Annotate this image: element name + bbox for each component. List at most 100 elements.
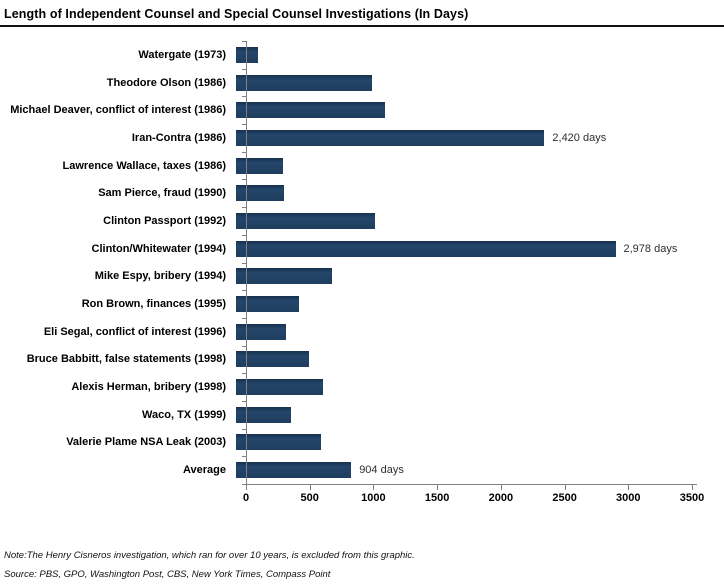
x-tick (628, 485, 630, 490)
category-label: Bruce Babbitt, false statements (1998) (26, 353, 226, 366)
x-tick (309, 485, 311, 490)
category-label: Valerie Plame NSA Leak (2003) (66, 436, 226, 449)
x-tick-label: 0 (242, 492, 250, 504)
category-label: Eli Segal, conflict of interest (1996) (43, 325, 226, 338)
x-tick-label: 2000 (488, 492, 514, 504)
chart-row: Clinton/Whitewater (1994) 2,978 days (0, 235, 724, 263)
y-tick (242, 41, 246, 42)
bar-area (236, 69, 724, 97)
chart-title: Length of Independent Counsel and Specia… (0, 0, 724, 27)
bar (236, 157, 284, 174)
bar-area (236, 290, 724, 318)
category-label: Average (182, 464, 226, 477)
category-label: Sam Pierce, fraud (1990) (98, 187, 226, 200)
chart-row: Bruce Babbitt, false statements (1998) (0, 346, 724, 374)
bar (236, 74, 372, 91)
x-tick-label: 1000 (361, 492, 386, 504)
chart-row: Waco, TX (1999) (0, 401, 724, 429)
chart-rows: Watergate (1973) Theodore Olson (1986) Mic… (0, 41, 724, 484)
bar (236, 323, 287, 340)
x-axis-line (246, 484, 697, 485)
bar (236, 462, 352, 479)
chart-row: Michael Deaver, conflict of interest (19… (0, 96, 724, 124)
chart-row: Alexis Herman, bribery (1998) (0, 373, 724, 401)
y-tick (242, 262, 246, 264)
category-label: Michael Deaver, conflict of interest (19… (10, 104, 226, 117)
y-tick (242, 234, 246, 236)
bar (236, 434, 322, 451)
bar (236, 406, 291, 423)
y-tick (242, 68, 246, 70)
y-tick (242, 456, 246, 458)
bar-area (236, 152, 724, 180)
x-tick (564, 485, 566, 490)
y-tick (242, 124, 246, 126)
category-label: Clinton Passport (1992) (103, 214, 226, 227)
chart-row: Watergate (1973) (0, 41, 724, 69)
chart-row: Lawrence Wallace, taxes (1986) (0, 152, 724, 180)
chart-row: Eli Segal, conflict of interest (1996) (0, 318, 724, 346)
bar (236, 185, 284, 202)
y-tick (242, 290, 246, 292)
bar-area (236, 179, 724, 207)
chart-row: Iran-Contra (1986) 2,420 days (0, 124, 724, 152)
chart-row: Sam Pierce, fraud (1990) (0, 179, 724, 207)
category-label: Ron Brown, finances (1995) (81, 298, 226, 311)
x-tick-label: 500 (300, 492, 319, 504)
chart-row: Valerie Plame NSA Leak (2003) (0, 429, 724, 457)
x-tick (437, 485, 439, 490)
bar (236, 268, 333, 285)
y-tick (242, 151, 246, 153)
bar (236, 296, 300, 313)
bar-chart: Watergate (1973) Theodore Olson (1986) Mic… (0, 41, 724, 519)
y-tick (242, 317, 246, 319)
y-tick (242, 484, 246, 485)
bar-area (236, 346, 724, 374)
note-text: Note:The Henry Cisneros investigation, w… (4, 550, 415, 561)
x-tick-label: 1500 (424, 492, 450, 504)
chart-row: Mike Espy, bribery (1994) (0, 263, 724, 291)
category-label: Lawrence Wallace, taxes (1986) (62, 159, 226, 172)
source-text: Source: PBS, GPO, Washington Post, CBS, … (4, 569, 331, 580)
category-label: Watergate (1973) (138, 48, 226, 61)
chart-row: Average 904 days (0, 456, 724, 484)
bar-area (236, 207, 724, 235)
bar-value-label: 904 days (359, 464, 404, 477)
x-tick (373, 485, 375, 490)
x-tick (500, 485, 502, 490)
bar-area (236, 373, 724, 401)
bar-area (236, 401, 724, 429)
category-label: Theodore Olson (1986) (106, 76, 226, 89)
y-tick (242, 96, 246, 98)
chart-row: Ron Brown, finances (1995) (0, 290, 724, 318)
category-label: Mike Espy, bribery (1994) (94, 270, 226, 283)
bar (236, 212, 375, 229)
bar-area (236, 96, 724, 124)
x-tick-label: 3000 (616, 492, 641, 504)
category-label: Iran-Contra (1986) (131, 131, 226, 144)
bar-area (236, 318, 724, 346)
y-tick (242, 373, 246, 375)
x-tick-label: 3500 (679, 492, 705, 504)
y-tick (242, 179, 246, 181)
bar (236, 129, 545, 146)
bar (236, 379, 324, 396)
chart-row: Clinton Passport (1992) (0, 207, 724, 235)
bar-value-label: 2,978 days (623, 242, 678, 255)
y-axis-line (246, 41, 247, 485)
x-tick (246, 485, 247, 490)
bar-area (236, 429, 724, 457)
y-tick (242, 428, 246, 430)
category-label: Alexis Herman, bribery (1998) (71, 381, 226, 394)
bar-area (236, 263, 724, 291)
chart-row: Theodore Olson (1986) (0, 69, 724, 97)
x-tick (692, 485, 693, 490)
bar-area: 2,978 days (236, 235, 724, 263)
category-label: Waco, TX (1999) (142, 408, 226, 421)
bar (236, 102, 386, 119)
bar (236, 240, 616, 257)
bar-area: 904 days (236, 456, 724, 484)
bar (236, 351, 309, 368)
y-tick (242, 207, 246, 209)
